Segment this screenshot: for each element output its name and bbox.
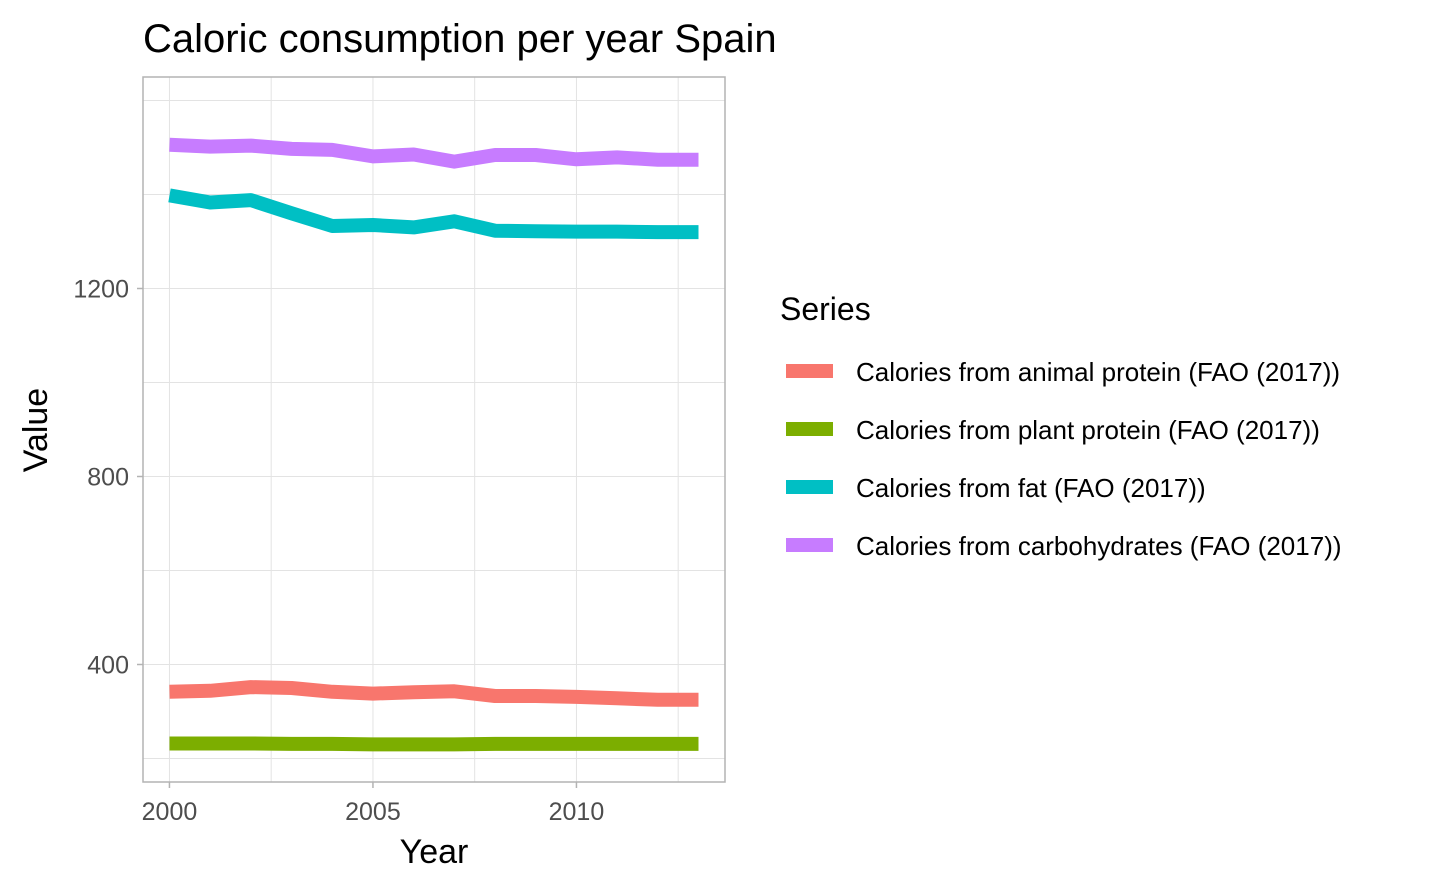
grid (143, 77, 725, 782)
legend-label-1: Calories from animal protein (FAO (2017)… (856, 357, 1340, 387)
x-axis-ticks: 2000 2005 2010 (142, 782, 605, 826)
y-tick-label: 800 (87, 464, 129, 492)
legend-label-3: Calories from fat (FAO (2017)) (856, 473, 1206, 503)
legend-title: Series (780, 291, 871, 327)
y-axis-title: Value (17, 388, 55, 472)
y-axis-ticks: 400 800 1200 (73, 276, 143, 680)
x-tick-label: 2005 (345, 798, 401, 826)
x-tick-label: 2000 (142, 798, 198, 826)
legend-label-2: Calories from plant protein (FAO (2017)) (856, 415, 1320, 445)
y-tick-label: 1200 (73, 276, 129, 304)
x-tick-label: 2010 (549, 798, 605, 826)
y-tick-label: 400 (87, 652, 129, 680)
legend-label-4: Calories from carbohydrates (FAO (2017)) (856, 531, 1342, 561)
series-line-2 (169, 736, 699, 752)
chart-title: Caloric consumption per year Spain (143, 17, 777, 61)
series-line-4 (169, 137, 699, 169)
legend-items: Calories from animal protein (FAO (2017)… (786, 357, 1342, 561)
plot-border (142, 76, 726, 783)
series-lines (168, 137, 699, 752)
series-line-1 (169, 680, 699, 707)
legend: Series Calories from animal protein (FAO… (780, 291, 1342, 561)
series-line-3 (168, 188, 699, 240)
x-axis-title: Year (400, 833, 469, 871)
